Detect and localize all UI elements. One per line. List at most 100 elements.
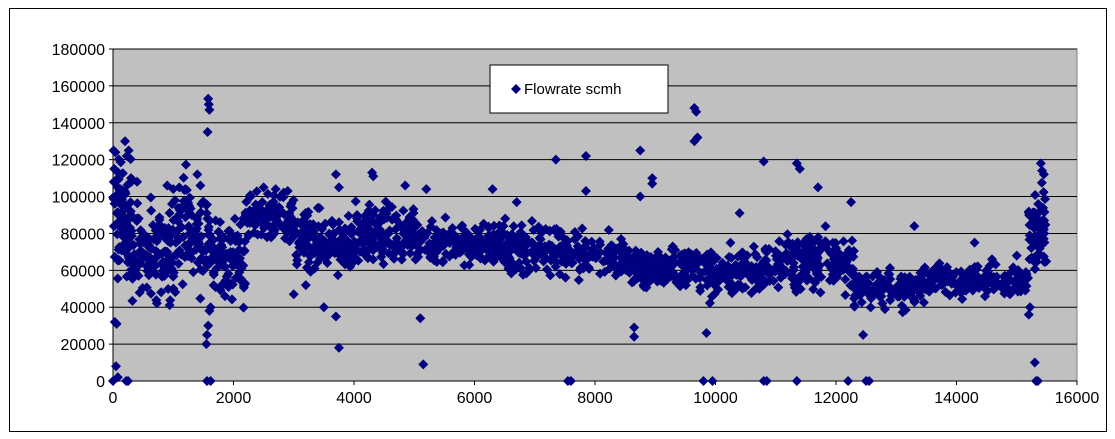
data-point <box>173 258 184 269</box>
data-point <box>676 249 687 260</box>
data-point <box>1038 251 1049 262</box>
data-point <box>162 246 173 257</box>
data-point <box>364 239 375 250</box>
data-point <box>829 266 840 277</box>
data-point <box>876 278 887 289</box>
data-point <box>578 260 589 271</box>
data-point <box>205 302 216 313</box>
data-point <box>506 268 517 279</box>
data-point <box>213 226 224 237</box>
data-point <box>896 271 907 282</box>
data-point <box>340 224 351 235</box>
data-point <box>110 147 121 158</box>
data-point <box>195 293 206 304</box>
data-point <box>349 236 360 247</box>
data-point <box>969 262 980 273</box>
data-point <box>108 193 119 204</box>
data-point <box>918 297 929 308</box>
data-point <box>111 361 122 372</box>
data-point <box>850 277 861 288</box>
x-tick-label: 8000 <box>577 390 613 407</box>
data-point <box>703 267 714 278</box>
data-point <box>445 232 456 243</box>
data-point <box>884 281 895 292</box>
data-point <box>162 255 173 266</box>
data-point <box>695 282 706 293</box>
data-point <box>428 251 439 262</box>
data-point <box>791 158 802 169</box>
data-point <box>595 268 606 279</box>
data-point <box>474 241 485 252</box>
data-point <box>408 207 419 218</box>
data-point <box>629 331 640 342</box>
data-point <box>701 328 712 339</box>
data-point <box>807 246 818 257</box>
data-point <box>384 239 395 250</box>
data-point <box>847 235 858 246</box>
data-point <box>143 270 154 281</box>
data-point <box>972 271 983 282</box>
data-point <box>813 247 824 258</box>
data-point <box>173 211 184 222</box>
data-point <box>484 245 495 256</box>
data-point <box>786 253 797 264</box>
data-point <box>164 207 175 218</box>
data-point <box>725 237 736 248</box>
y-tick-label: 80000 <box>61 226 106 243</box>
data-point <box>437 257 448 268</box>
x-tick-label: 14000 <box>934 390 979 407</box>
data-point <box>1023 309 1034 320</box>
data-point <box>320 243 331 254</box>
data-point <box>109 163 120 174</box>
data-point <box>695 272 706 283</box>
gridlines <box>113 48 1077 345</box>
data-point <box>1038 202 1049 213</box>
data-point <box>634 266 645 277</box>
data-point <box>200 199 211 210</box>
data-point <box>973 282 984 293</box>
data-point <box>415 313 426 324</box>
data-point <box>132 198 143 209</box>
data-point <box>1031 256 1042 267</box>
data-point <box>213 250 224 261</box>
data-point <box>184 192 195 203</box>
data-point <box>653 247 664 258</box>
data-point <box>203 320 214 331</box>
data-point <box>1012 286 1023 297</box>
data-point <box>201 329 212 340</box>
data-point <box>820 221 831 232</box>
data-point <box>1032 376 1043 386</box>
y-tick-label: 60000 <box>61 263 106 280</box>
data-point <box>1026 252 1037 263</box>
x-tick-label: 2000 <box>216 390 252 407</box>
data-point <box>157 258 168 269</box>
data-point <box>679 269 690 280</box>
data-point <box>115 157 126 168</box>
data-point <box>241 196 252 207</box>
data-point <box>329 248 340 259</box>
data-point <box>569 226 580 237</box>
data-point <box>487 184 498 195</box>
data-point <box>720 271 731 282</box>
data-point <box>333 342 344 353</box>
data-point <box>635 260 646 271</box>
data-point <box>111 318 122 329</box>
data-point <box>249 206 260 217</box>
data-point <box>368 231 379 242</box>
data-point <box>535 240 546 251</box>
data-point <box>252 229 263 240</box>
data-point <box>128 240 139 251</box>
data-point <box>969 237 980 248</box>
data-point <box>515 248 526 259</box>
data-point <box>185 236 196 247</box>
data-point <box>670 270 681 281</box>
data-point <box>549 224 560 235</box>
data-point <box>390 247 401 258</box>
data-point <box>879 304 890 315</box>
data-point <box>219 232 230 243</box>
data-point <box>207 233 218 244</box>
data-point <box>216 281 227 292</box>
data-point <box>810 277 821 288</box>
data-point <box>760 264 771 275</box>
data-point <box>178 172 189 183</box>
